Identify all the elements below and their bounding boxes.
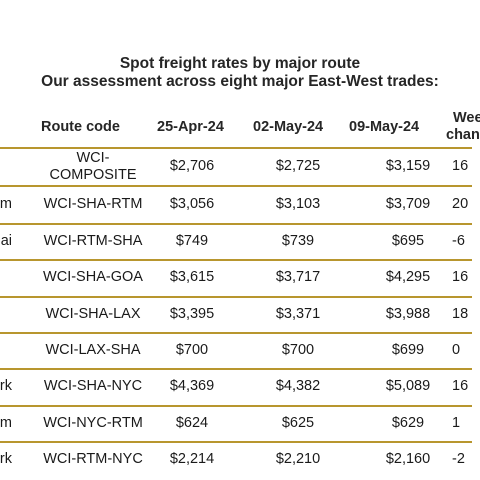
weekly-change-cell: -6 <box>452 233 465 249</box>
weekly-change-cell: 1 <box>452 415 461 431</box>
route-code-cell: WCI- COMPOSITE <box>10 150 176 184</box>
row-divider <box>0 332 472 334</box>
route-code-cell: WCI-SHA-GOA <box>43 269 143 285</box>
route-name-cell: m <box>0 196 12 212</box>
title-line-2: Our assessment across eight major East-W… <box>41 73 439 90</box>
table-title: Spot freight rates by major route Our as… <box>0 55 480 91</box>
route-code-line-2: COMPOSITE <box>49 167 137 183</box>
rate-09-may-cell: $3,159 <box>385 158 431 174</box>
row-divider <box>0 368 472 370</box>
row-divider <box>0 441 472 443</box>
header-route-code: Route code <box>41 119 120 135</box>
table-row: ai WCI-RTM-SHA $749 $739 $695 -6 <box>0 224 480 259</box>
route-name-cell: m <box>0 415 12 431</box>
header-date-3: 09-May-24 <box>349 119 420 135</box>
title-line-1: Spot freight rates by major route <box>119 55 361 72</box>
rate-02-may-cell: $2,725 <box>275 158 321 174</box>
rate-25-apr-cell: $3,056 <box>169 196 215 212</box>
route-code-line-1: WCI- <box>76 150 110 166</box>
table-row: WCI-LAX-SHA $700 $700 $699 0 <box>0 333 480 368</box>
rate-25-apr-cell: $3,395 <box>169 306 215 322</box>
route-code-cell: WCI-NYC-RTM <box>43 415 143 431</box>
table-row: rk WCI-SHA-NYC $4,369 $4,382 $5,089 16 <box>0 369 480 405</box>
row-divider <box>0 223 472 225</box>
rate-09-may-cell: $4,295 <box>385 269 431 285</box>
rate-25-apr-cell: $700 <box>175 342 209 358</box>
row-divider <box>0 259 472 261</box>
rate-02-may-cell: $700 <box>281 342 315 358</box>
header-date-2: 02-May-24 <box>253 119 324 135</box>
header-change-line-2: chang <box>446 127 480 143</box>
rate-02-may-cell: $3,103 <box>275 196 321 212</box>
route-code-cell: WCI-SHA-RTM <box>43 196 143 212</box>
rate-25-apr-cell: $624 <box>175 415 209 431</box>
rate-02-may-cell: $4,382 <box>275 378 321 394</box>
header-change-line-1: Wee <box>453 110 480 126</box>
header-divider <box>0 147 472 149</box>
route-code-cell: WCI-LAX-SHA <box>45 342 141 358</box>
rate-09-may-cell: $2,160 <box>385 451 431 467</box>
weekly-change-cell: -2 <box>452 451 465 467</box>
rate-09-may-cell: $695 <box>391 233 425 249</box>
weekly-change-cell: 16 <box>452 378 469 394</box>
rate-09-may-cell: $629 <box>391 415 425 431</box>
rate-02-may-cell: $625 <box>281 415 315 431</box>
route-code-cell: WCI-SHA-LAX <box>45 306 141 322</box>
table-row: WCI-SHA-LAX $3,395 $3,371 $3,988 18 <box>0 297 480 332</box>
rate-02-may-cell: $3,371 <box>275 306 321 322</box>
weekly-change-cell: 16 <box>452 158 469 174</box>
row-divider <box>0 405 472 407</box>
rate-09-may-cell: $699 <box>391 342 425 358</box>
rate-25-apr-cell: $749 <box>175 233 209 249</box>
route-name-cell: ai <box>0 233 12 249</box>
rate-02-may-cell: $3,717 <box>275 269 321 285</box>
freight-rates-table: Route code 25-Apr-24 02-May-24 09-May-24… <box>0 107 480 467</box>
rate-09-may-cell: $3,988 <box>385 306 431 322</box>
weekly-change-cell: 20 <box>452 196 469 212</box>
rate-25-apr-cell: $2,706 <box>169 158 215 174</box>
table-row: m WCI-NYC-RTM $624 $625 $629 1 <box>0 406 480 441</box>
table-header-row: Route code 25-Apr-24 02-May-24 09-May-24… <box>0 107 480 145</box>
route-code-cell: WCI-RTM-NYC <box>43 451 143 467</box>
route-code-cell: WCI-RTM-SHA <box>43 233 143 249</box>
table-row: m WCI-SHA-RTM $3,056 $3,103 $3,709 20 <box>0 187 480 223</box>
rate-25-apr-cell: $4,369 <box>169 378 215 394</box>
rate-09-may-cell: $5,089 <box>385 378 431 394</box>
row-divider <box>0 296 472 298</box>
weekly-change-cell: 18 <box>452 306 469 322</box>
rate-02-may-cell: $2,210 <box>275 451 321 467</box>
header-date-1: 25-Apr-24 <box>157 119 224 135</box>
table-row: WCI-SHA-GOA $3,615 $3,717 $4,295 16 <box>0 260 480 296</box>
table-row: WCI- COMPOSITE $2,706 $2,725 $3,159 16 <box>0 149 480 185</box>
route-code-cell: WCI-SHA-NYC <box>43 378 143 394</box>
route-name-cell: rk <box>0 378 12 394</box>
weekly-change-cell: 0 <box>452 342 461 358</box>
row-divider <box>0 185 472 187</box>
table-row: rk WCI-RTM-NYC $2,214 $2,210 $2,160 -2 <box>0 442 480 467</box>
rate-09-may-cell: $3,709 <box>385 196 431 212</box>
rate-25-apr-cell: $3,615 <box>169 269 215 285</box>
rate-02-may-cell: $739 <box>281 233 315 249</box>
weekly-change-cell: 16 <box>452 269 469 285</box>
route-name-cell: rk <box>0 451 12 467</box>
rate-25-apr-cell: $2,214 <box>169 451 215 467</box>
